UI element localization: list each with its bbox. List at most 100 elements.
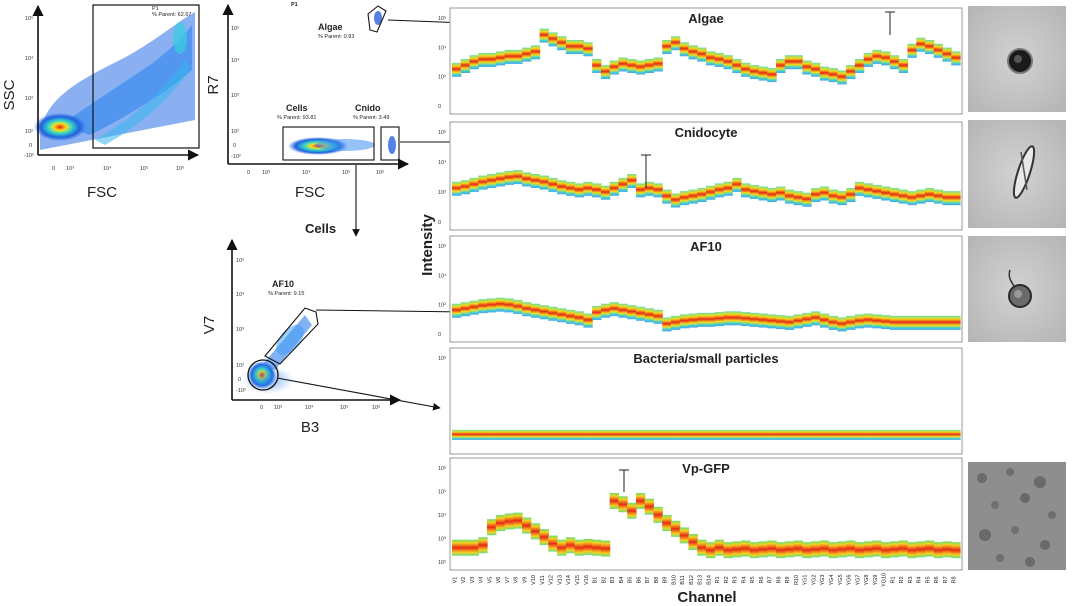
spectrum-band: [478, 175, 488, 190]
spectrum-band: [889, 188, 900, 203]
spectrum-band: [741, 183, 751, 198]
svg-text:0: 0: [52, 166, 55, 172]
svg-text:10³: 10³: [236, 327, 244, 333]
channel-label: R7: [768, 576, 774, 583]
spectrum-band: [907, 43, 917, 58]
spectrum-band: [697, 188, 707, 203]
spectrum-band: [574, 311, 584, 326]
arrow-af10: [315, 308, 467, 316]
spectrum-band: [583, 313, 593, 328]
spectrum-band: [574, 539, 584, 556]
spectrum-band: [565, 40, 576, 54]
af10-gate[interactable]: [264, 307, 319, 365]
spectrum-band: [828, 429, 838, 440]
panel-tick: 10²: [438, 190, 446, 196]
channel-label: YG2: [811, 574, 817, 585]
spectrum-band: [872, 49, 882, 64]
v7-b3-scatter: Cells AF10 % Parent: 9.15 10⁵ 10⁴ 10³ 10…: [201, 221, 402, 436]
spectrum-band: [600, 65, 611, 80]
b3-gate[interactable]: [247, 359, 279, 391]
spectrum-band: [933, 189, 944, 204]
spectrum-band: [872, 184, 882, 199]
panel-tick: 10²: [438, 303, 446, 309]
spectrum-band: [741, 429, 751, 440]
svg-text:10⁵: 10⁵: [25, 15, 33, 22]
spectrum-band: [478, 537, 488, 554]
spectrum-band: [846, 188, 856, 203]
cells-gate[interactable]: [282, 126, 375, 161]
spectrum-band: [627, 305, 637, 320]
spectrum-band: [618, 177, 628, 192]
spectrum-band: [793, 55, 803, 70]
spectrum-band: [662, 515, 672, 532]
channel-label: B12: [689, 575, 695, 585]
panel-title: AF10: [690, 239, 722, 254]
b3-axis-label: B3: [301, 419, 319, 436]
algae-gate[interactable]: [367, 5, 387, 33]
panel-tick: 0: [438, 220, 441, 226]
spectrum-band: [627, 59, 637, 73]
spectrum-band: [898, 540, 909, 557]
fsc-x-ticks: 0 10³ 10⁴ 10⁵ 10⁶: [52, 165, 184, 172]
af10-gate-label: AF10: [272, 279, 294, 289]
spectrum-band: [460, 539, 471, 556]
spectrum-band: [530, 45, 541, 60]
spectrum-band: [767, 188, 777, 203]
channel-label: YG6: [847, 574, 853, 585]
spectrum-band: [513, 299, 523, 314]
spectrum-band: [539, 175, 549, 190]
spectrum-band: [819, 66, 830, 81]
cnido-gate-stat: % Parent: 3.49: [353, 115, 389, 121]
spectrum-band: [557, 308, 567, 323]
r7-fsc-axis-label: FSC: [295, 184, 325, 201]
spectral-panel-5: Vp-GFP 10⁶ 10⁵ 10⁴ 10³ 10²: [438, 457, 963, 571]
spectrum-band: [653, 506, 663, 523]
channel-label: R3: [908, 576, 914, 583]
spectrum-band: [714, 539, 725, 556]
spectrum-band: [627, 429, 637, 440]
spectrum-band: [846, 540, 856, 557]
spectrum-band: [469, 177, 479, 192]
spectrum-band: [706, 312, 716, 327]
spectrum-band: [916, 37, 926, 52]
spectrum-band: [662, 429, 672, 440]
spectrum-band: [557, 180, 567, 195]
panel-tick: 10⁴: [438, 512, 447, 519]
spectrum-band: [942, 541, 952, 558]
spectrum-band: [916, 541, 926, 558]
cnido-gate-label: Cnido: [355, 103, 381, 113]
spectrum-band: [723, 542, 733, 559]
spectrum-band: [522, 47, 532, 62]
spectrum-band: [723, 55, 733, 70]
spectrum-band: [881, 429, 891, 440]
spectrum-band: [592, 429, 602, 440]
spectrum-band: [548, 177, 558, 192]
spectrum-band: [697, 312, 707, 327]
p1-gate[interactable]: [92, 4, 200, 149]
spectrum-band: [793, 191, 803, 206]
spectrum-band: [872, 314, 882, 329]
channel-label: B5: [628, 577, 634, 584]
cnido-gate[interactable]: [380, 126, 400, 161]
spectrum-band: [706, 542, 716, 559]
spectrum-band: [881, 542, 891, 559]
channel-label: V2: [461, 577, 467, 584]
spectrum-band: [854, 59, 865, 73]
channel-label: B11: [680, 575, 686, 584]
spectrum-band: [819, 313, 830, 328]
spectrum-band: [688, 533, 698, 550]
svg-text:0: 0: [238, 377, 241, 383]
channel-label: R1: [890, 576, 896, 583]
spectrum-band: [863, 541, 874, 558]
channel-label: R4: [741, 576, 747, 583]
channel-label: V4: [479, 577, 485, 584]
channel-label: YG7: [855, 574, 861, 585]
spectrum-band: [697, 539, 707, 556]
spectrum-band: [776, 59, 786, 73]
spectrum-band: [942, 429, 952, 440]
svg-text:-10²: -10²: [24, 153, 34, 159]
spectrum-band: [460, 180, 471, 195]
channel-label: YG10: [882, 573, 888, 587]
error-bar: [619, 469, 629, 492]
